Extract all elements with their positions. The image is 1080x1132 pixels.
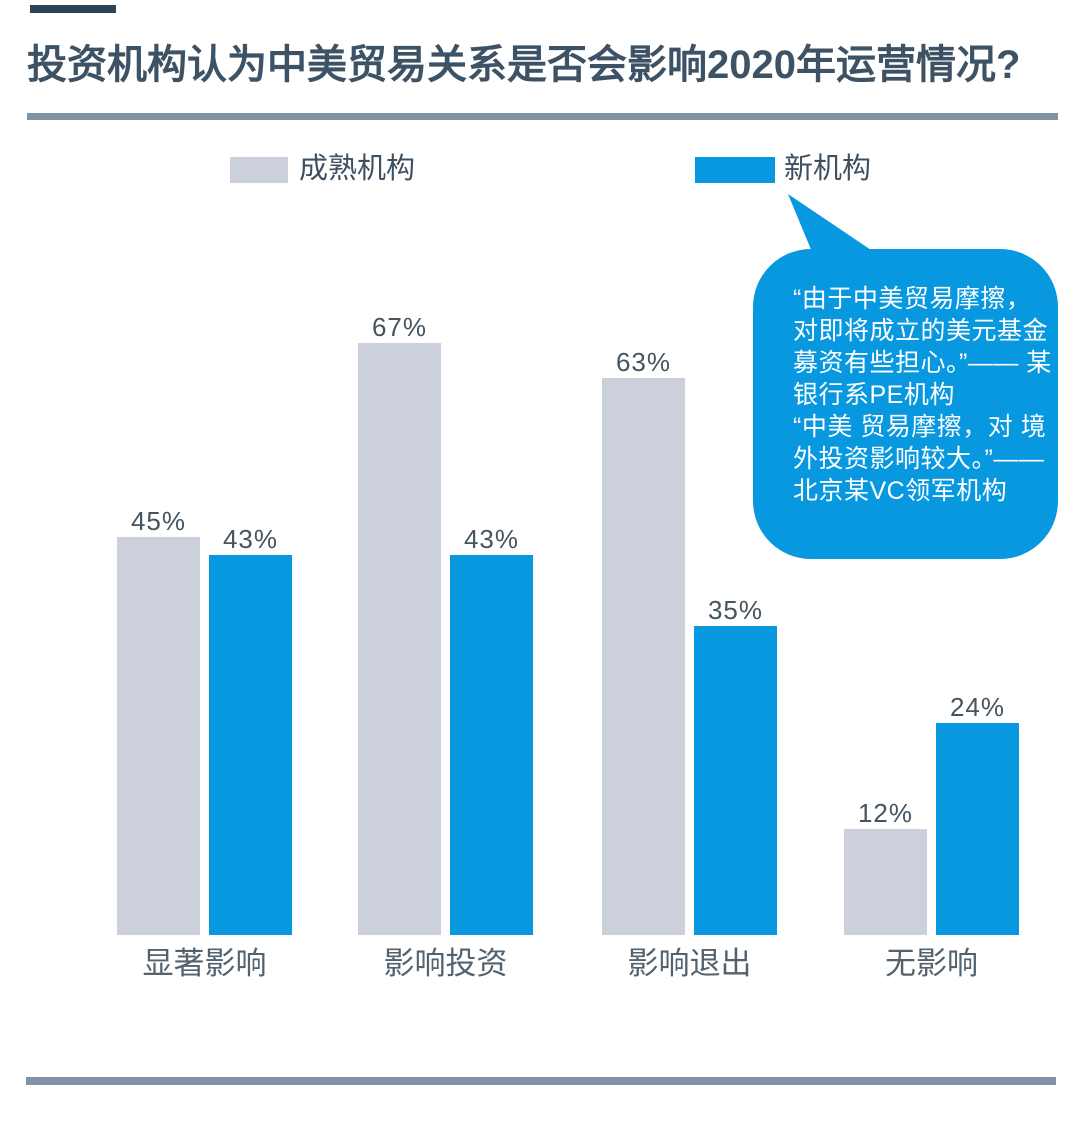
footer-divider [26,1077,1056,1085]
legend-swatch-new [695,157,775,183]
value-label-mature-3: 63% [615,347,672,377]
category-label-2: 影响投资 [383,946,508,981]
bar-mature-4 [844,829,927,935]
bar-mature-2 [358,343,441,935]
bar-new-2 [450,555,533,935]
legend-label-mature: 成熟机构 [299,153,416,185]
legend-label-new: 新机构 [784,153,872,185]
category-label-3: 影响退出 [627,946,752,981]
value-label-mature-2: 67% [371,312,428,342]
value-label-new-1: 43% [222,524,279,554]
callout-bubble: “由于中美贸易摩擦， 对即将成立的美元基金 募资有些担心。”—— 某 银行系PE… [753,249,1058,559]
bar-mature-1 [117,537,200,935]
value-label-mature-4: 12% [857,798,914,828]
page-title: 投资机构认为中美贸易关系是否会影响2020年运营情况? [27,43,1021,87]
title-divider [27,113,1058,120]
category-label-1: 显著影响 [142,946,267,981]
value-label-new-4: 24% [949,692,1006,722]
value-label-new-3: 35% [707,595,764,625]
value-label-mature-1: 45% [130,506,187,536]
callout-quote-text: “由于中美贸易摩擦， 对即将成立的美元基金 募资有些担心。”—— 某 银行系PE… [793,285,1052,505]
top-edge-dash [30,5,116,13]
category-label-4: 无影响 [885,946,978,981]
bar-new-3 [694,626,777,935]
legend-swatch-mature [230,157,288,183]
bar-new-1 [209,555,292,935]
bar-mature-3 [602,378,685,935]
value-label-new-2: 43% [463,524,520,554]
bar-new-4 [936,723,1019,935]
callout-tail [788,194,874,252]
